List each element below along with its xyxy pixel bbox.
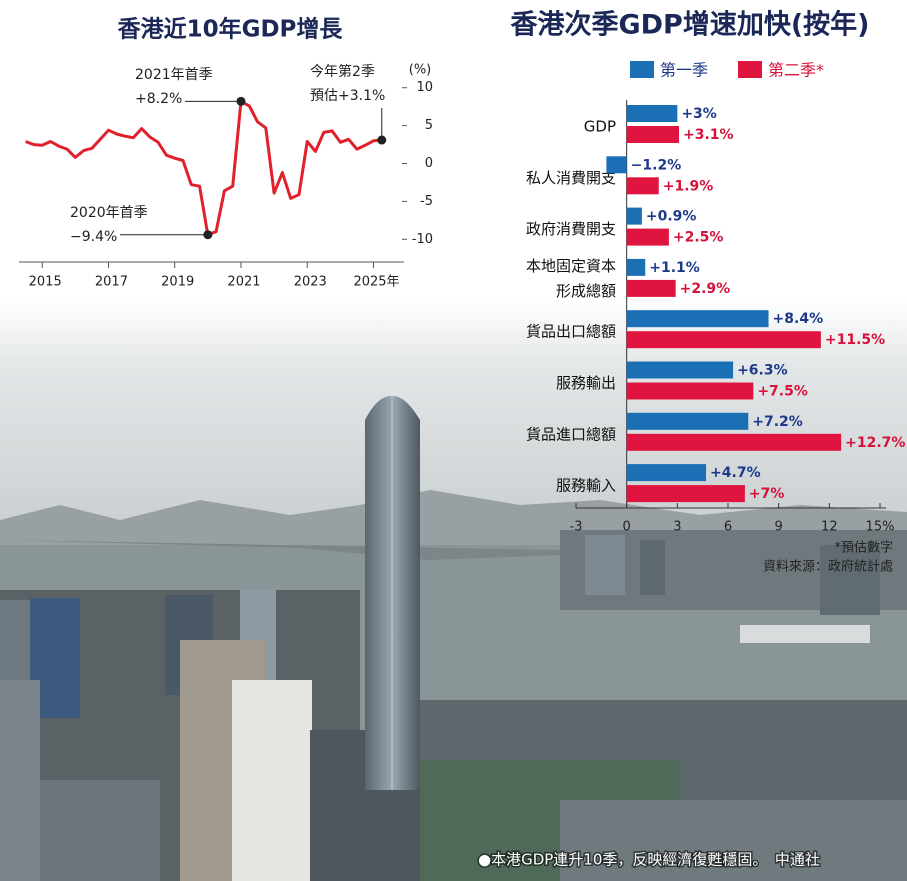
value-label: +8.4%: [773, 311, 824, 327]
annotation: 2020年首季: [70, 205, 148, 221]
x-tick-label: 3: [673, 520, 681, 535]
note: *預估數字: [834, 541, 893, 556]
photo: [0, 300, 907, 881]
bar: [626, 177, 659, 195]
photo-caption: ●本港GDP連升10季，反映經濟復甦穩固。 中通社: [478, 851, 820, 869]
gdp-line: [25, 99, 382, 237]
category-label: 政府消費開支: [526, 220, 616, 238]
category-label: GDP: [584, 118, 616, 136]
category-label: 本地固定資本形成總額: [526, 256, 616, 299]
y-tick-label: 5: [425, 118, 433, 133]
annotation-dot: [203, 230, 213, 240]
annotation: 2021年首季: [135, 67, 213, 83]
y-tick-label: 0: [425, 156, 433, 171]
category-label: 貨品進口總額: [526, 425, 616, 443]
annotation: +8.2%: [135, 91, 182, 107]
value-label: −1.2%: [631, 157, 682, 173]
y-axis-label: (%): [409, 63, 432, 78]
x-tick-label: 2017: [95, 275, 128, 290]
value-label: +3%: [681, 106, 717, 122]
value-label: +7.2%: [752, 414, 803, 430]
legend-label: 第一季: [660, 61, 708, 80]
bar: [626, 331, 821, 349]
annotation-dot: [377, 135, 387, 145]
value-label: +11.5%: [825, 332, 885, 348]
bar: [626, 228, 669, 246]
annotation: 預估+3.1%: [310, 88, 385, 104]
category-label: 私人消費開支: [526, 169, 616, 187]
annotation: −9.4%: [70, 229, 117, 245]
x-tick-label: 0: [623, 520, 631, 535]
bar: [626, 258, 646, 276]
x-tick-label: 2019: [161, 275, 194, 290]
x-tick-label: 9: [775, 520, 783, 535]
bar: [626, 279, 676, 297]
annotation-dot: [236, 96, 246, 106]
x-tick-label: 6: [724, 520, 732, 535]
bar: [626, 433, 842, 451]
x-tick-label: 2025年: [353, 275, 399, 290]
value-label: +3.1%: [683, 127, 734, 143]
legend-swatch: [738, 61, 762, 78]
bar: [626, 485, 745, 503]
x-tick-label: 2021: [227, 275, 260, 290]
category-label: 貨品出口總額: [526, 323, 616, 341]
chart-title: 香港近10年GDP增長: [118, 16, 344, 43]
x-tick-label: 12: [821, 520, 838, 535]
x-tick-label: 2023: [294, 275, 327, 290]
bar: [626, 464, 707, 482]
legend-swatch: [630, 61, 654, 78]
value-label: +1.9%: [663, 178, 714, 194]
y-tick-label: -10: [412, 232, 433, 247]
bar: [606, 156, 627, 174]
y-tick-label: -5: [420, 194, 433, 209]
value-label: +2.5%: [673, 230, 724, 246]
value-label: +7%: [749, 486, 785, 502]
panel: [0, 0, 440, 298]
value-label: +1.1%: [649, 260, 700, 276]
value-label: +6.3%: [737, 363, 788, 379]
value-label: +12.7%: [845, 435, 905, 451]
y-tick-label: 10: [416, 80, 433, 95]
category-label: 服務輸入: [556, 477, 616, 495]
bar: [626, 412, 749, 430]
x-tick-label: 2015: [29, 275, 62, 290]
chart-title: 香港次季GDP增速加快(按年): [510, 9, 869, 41]
category-label: 服務輸出: [556, 374, 616, 392]
value-label: +0.9%: [646, 209, 697, 225]
bar: [626, 310, 769, 328]
bar: [626, 382, 754, 400]
value-label: +7.5%: [757, 384, 808, 400]
bar: [626, 207, 642, 225]
annotation: 今年第2季: [310, 63, 375, 80]
bar: [626, 361, 734, 379]
value-label: +4.7%: [710, 465, 761, 481]
x-tick-label: -3: [570, 520, 583, 535]
legend-label: 第二季*: [768, 61, 824, 80]
bar: [626, 105, 678, 122]
value-label: +2.9%: [680, 281, 731, 297]
note: 資料來源：政府統計處: [763, 559, 893, 575]
x-tick-label: 15%: [866, 520, 895, 535]
bar: [626, 126, 680, 143]
